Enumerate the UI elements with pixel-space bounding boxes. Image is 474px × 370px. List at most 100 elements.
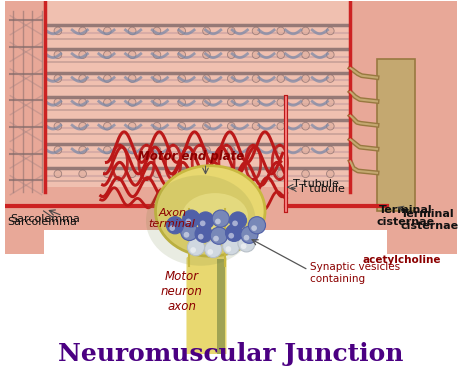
Circle shape [54, 98, 62, 106]
Circle shape [153, 75, 161, 83]
Circle shape [203, 122, 210, 130]
Circle shape [248, 217, 265, 234]
Circle shape [252, 98, 260, 106]
Ellipse shape [146, 175, 255, 266]
Circle shape [178, 98, 185, 106]
Circle shape [215, 219, 221, 224]
Circle shape [228, 122, 235, 130]
Text: Neuromuscular Junction: Neuromuscular Junction [58, 342, 404, 366]
Circle shape [200, 221, 206, 226]
Circle shape [203, 170, 210, 178]
Circle shape [327, 75, 334, 83]
Circle shape [232, 221, 238, 226]
Text: T tubule: T tubule [299, 184, 345, 194]
Ellipse shape [182, 193, 248, 238]
Circle shape [228, 233, 234, 239]
Circle shape [252, 51, 260, 58]
Circle shape [327, 98, 334, 106]
Circle shape [203, 98, 210, 106]
Circle shape [197, 212, 214, 229]
Circle shape [166, 217, 183, 234]
Bar [6, 1, 44, 254]
Circle shape [153, 170, 161, 178]
Circle shape [104, 51, 111, 58]
Circle shape [153, 146, 161, 154]
Text: Synaptic vesicles
containing: Synaptic vesicles containing [310, 262, 401, 284]
Circle shape [128, 122, 136, 130]
Circle shape [153, 27, 161, 35]
Circle shape [79, 170, 86, 178]
Circle shape [228, 98, 235, 106]
Circle shape [251, 225, 257, 231]
Circle shape [302, 98, 310, 106]
Circle shape [252, 27, 260, 35]
Circle shape [302, 170, 310, 178]
Circle shape [244, 235, 249, 241]
Circle shape [203, 27, 210, 35]
Circle shape [241, 226, 258, 243]
Bar [377, 58, 415, 211]
Circle shape [203, 51, 210, 58]
Circle shape [128, 170, 136, 178]
Circle shape [183, 232, 189, 238]
Circle shape [178, 27, 185, 35]
Ellipse shape [155, 166, 265, 256]
Circle shape [187, 239, 205, 256]
Circle shape [228, 170, 235, 178]
Circle shape [104, 75, 111, 83]
Circle shape [104, 170, 111, 178]
Circle shape [79, 51, 86, 58]
Circle shape [228, 146, 235, 154]
Circle shape [277, 75, 284, 83]
Circle shape [54, 27, 62, 35]
Circle shape [128, 146, 136, 154]
Circle shape [54, 146, 62, 154]
Circle shape [223, 238, 240, 255]
Circle shape [79, 122, 86, 130]
Text: acetylcholine: acetylcholine [363, 256, 441, 266]
Circle shape [302, 27, 310, 35]
Circle shape [277, 51, 284, 58]
Circle shape [213, 236, 219, 242]
Text: Motor
neuron
axon: Motor neuron axon [161, 270, 203, 313]
Circle shape [181, 223, 198, 240]
Circle shape [277, 122, 284, 130]
Circle shape [327, 27, 334, 35]
Circle shape [104, 98, 111, 106]
Circle shape [302, 75, 310, 83]
Circle shape [79, 27, 86, 35]
FancyBboxPatch shape [186, 257, 227, 356]
Circle shape [252, 122, 260, 130]
Circle shape [178, 51, 185, 58]
Text: Axon
terminal: Axon terminal [149, 208, 196, 229]
Circle shape [178, 170, 185, 178]
Circle shape [226, 224, 243, 242]
Circle shape [212, 210, 229, 227]
Circle shape [229, 212, 246, 229]
Circle shape [228, 27, 235, 35]
Circle shape [302, 51, 310, 58]
Circle shape [54, 122, 62, 130]
Circle shape [169, 225, 175, 231]
Circle shape [195, 225, 212, 242]
Circle shape [277, 27, 284, 35]
Circle shape [54, 75, 62, 83]
Circle shape [238, 235, 255, 252]
Circle shape [153, 122, 161, 130]
Text: Terminal
cisternae: Terminal cisternae [401, 209, 459, 231]
Text: Sarcolemma: Sarcolemma [10, 213, 80, 223]
Circle shape [153, 51, 161, 58]
Circle shape [277, 98, 284, 106]
Circle shape [178, 146, 185, 154]
Circle shape [327, 146, 334, 154]
Circle shape [104, 146, 111, 154]
Circle shape [327, 122, 334, 130]
Circle shape [210, 227, 228, 244]
Circle shape [203, 146, 210, 154]
Circle shape [128, 98, 136, 106]
Text: T tubule: T tubule [293, 179, 339, 189]
Circle shape [228, 51, 235, 58]
FancyBboxPatch shape [217, 259, 225, 354]
Circle shape [327, 170, 334, 178]
Text: Sarcolemma: Sarcolemma [8, 218, 77, 228]
